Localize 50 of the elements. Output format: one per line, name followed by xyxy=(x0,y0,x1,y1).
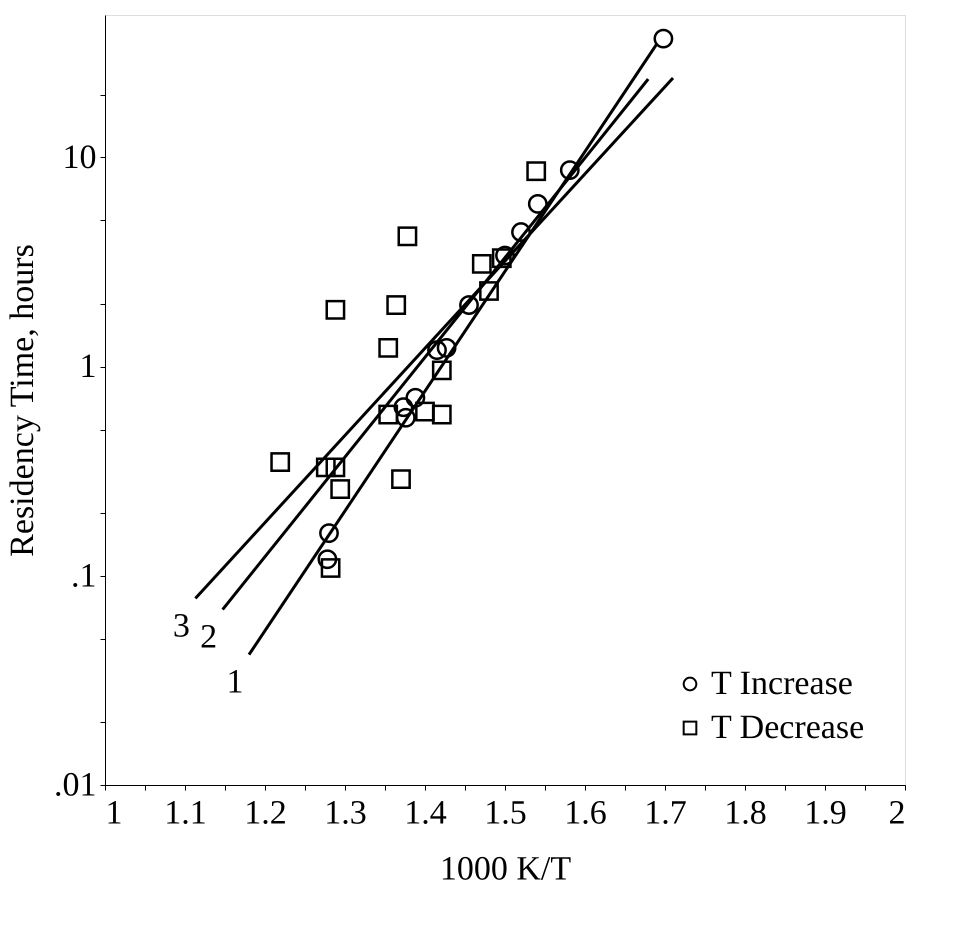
point xyxy=(528,194,548,214)
y-tick-label: .1 xyxy=(71,557,96,594)
point xyxy=(386,295,406,315)
y-tick-label: .01 xyxy=(54,766,96,804)
legend-label: T Increase xyxy=(711,665,853,702)
point xyxy=(330,479,350,499)
x-tick-label: 1.9 xyxy=(804,794,847,832)
y-tick-label: 10 xyxy=(62,138,96,176)
point xyxy=(432,360,452,380)
x-tick-label: 2 xyxy=(888,794,906,832)
x-tick-label: 1 xyxy=(106,794,122,832)
point xyxy=(427,340,447,360)
point xyxy=(492,248,512,268)
point xyxy=(378,404,398,425)
x-axis-title: 1000 K/T xyxy=(440,850,572,888)
x-tick-label: 1.1 xyxy=(164,794,207,832)
point xyxy=(405,388,426,408)
y-axis-title: Residency Time, hours xyxy=(4,244,41,557)
x-tick-label: 1.8 xyxy=(724,794,767,832)
x-tick-label: 1.4 xyxy=(404,794,447,832)
series-label: 3 xyxy=(172,607,190,644)
point xyxy=(396,408,416,428)
point xyxy=(319,523,339,544)
point xyxy=(317,549,338,570)
x-tick-label: 1.5 xyxy=(484,794,527,832)
point xyxy=(415,402,435,422)
x-tick-label: 1.2 xyxy=(244,794,287,832)
point xyxy=(653,28,674,49)
x-tick-label: 1.7 xyxy=(644,794,687,832)
y-tick-label: 1 xyxy=(80,348,96,386)
point xyxy=(325,457,346,478)
point xyxy=(479,281,499,301)
point xyxy=(560,160,580,180)
point xyxy=(526,161,546,182)
point xyxy=(391,469,411,490)
x-tick-label: 1.6 xyxy=(564,794,607,832)
point xyxy=(316,457,336,478)
point xyxy=(320,558,341,578)
series-label: 1 xyxy=(226,664,244,701)
point xyxy=(397,226,418,246)
x-tick-label: 1.3 xyxy=(324,794,367,832)
point xyxy=(459,295,479,315)
series-label: 2 xyxy=(200,618,218,656)
point xyxy=(436,338,457,358)
legend-label: T Decrease xyxy=(711,709,864,746)
point xyxy=(270,452,290,472)
point xyxy=(432,404,452,425)
point xyxy=(325,300,346,320)
point xyxy=(378,338,398,358)
point xyxy=(472,254,492,274)
